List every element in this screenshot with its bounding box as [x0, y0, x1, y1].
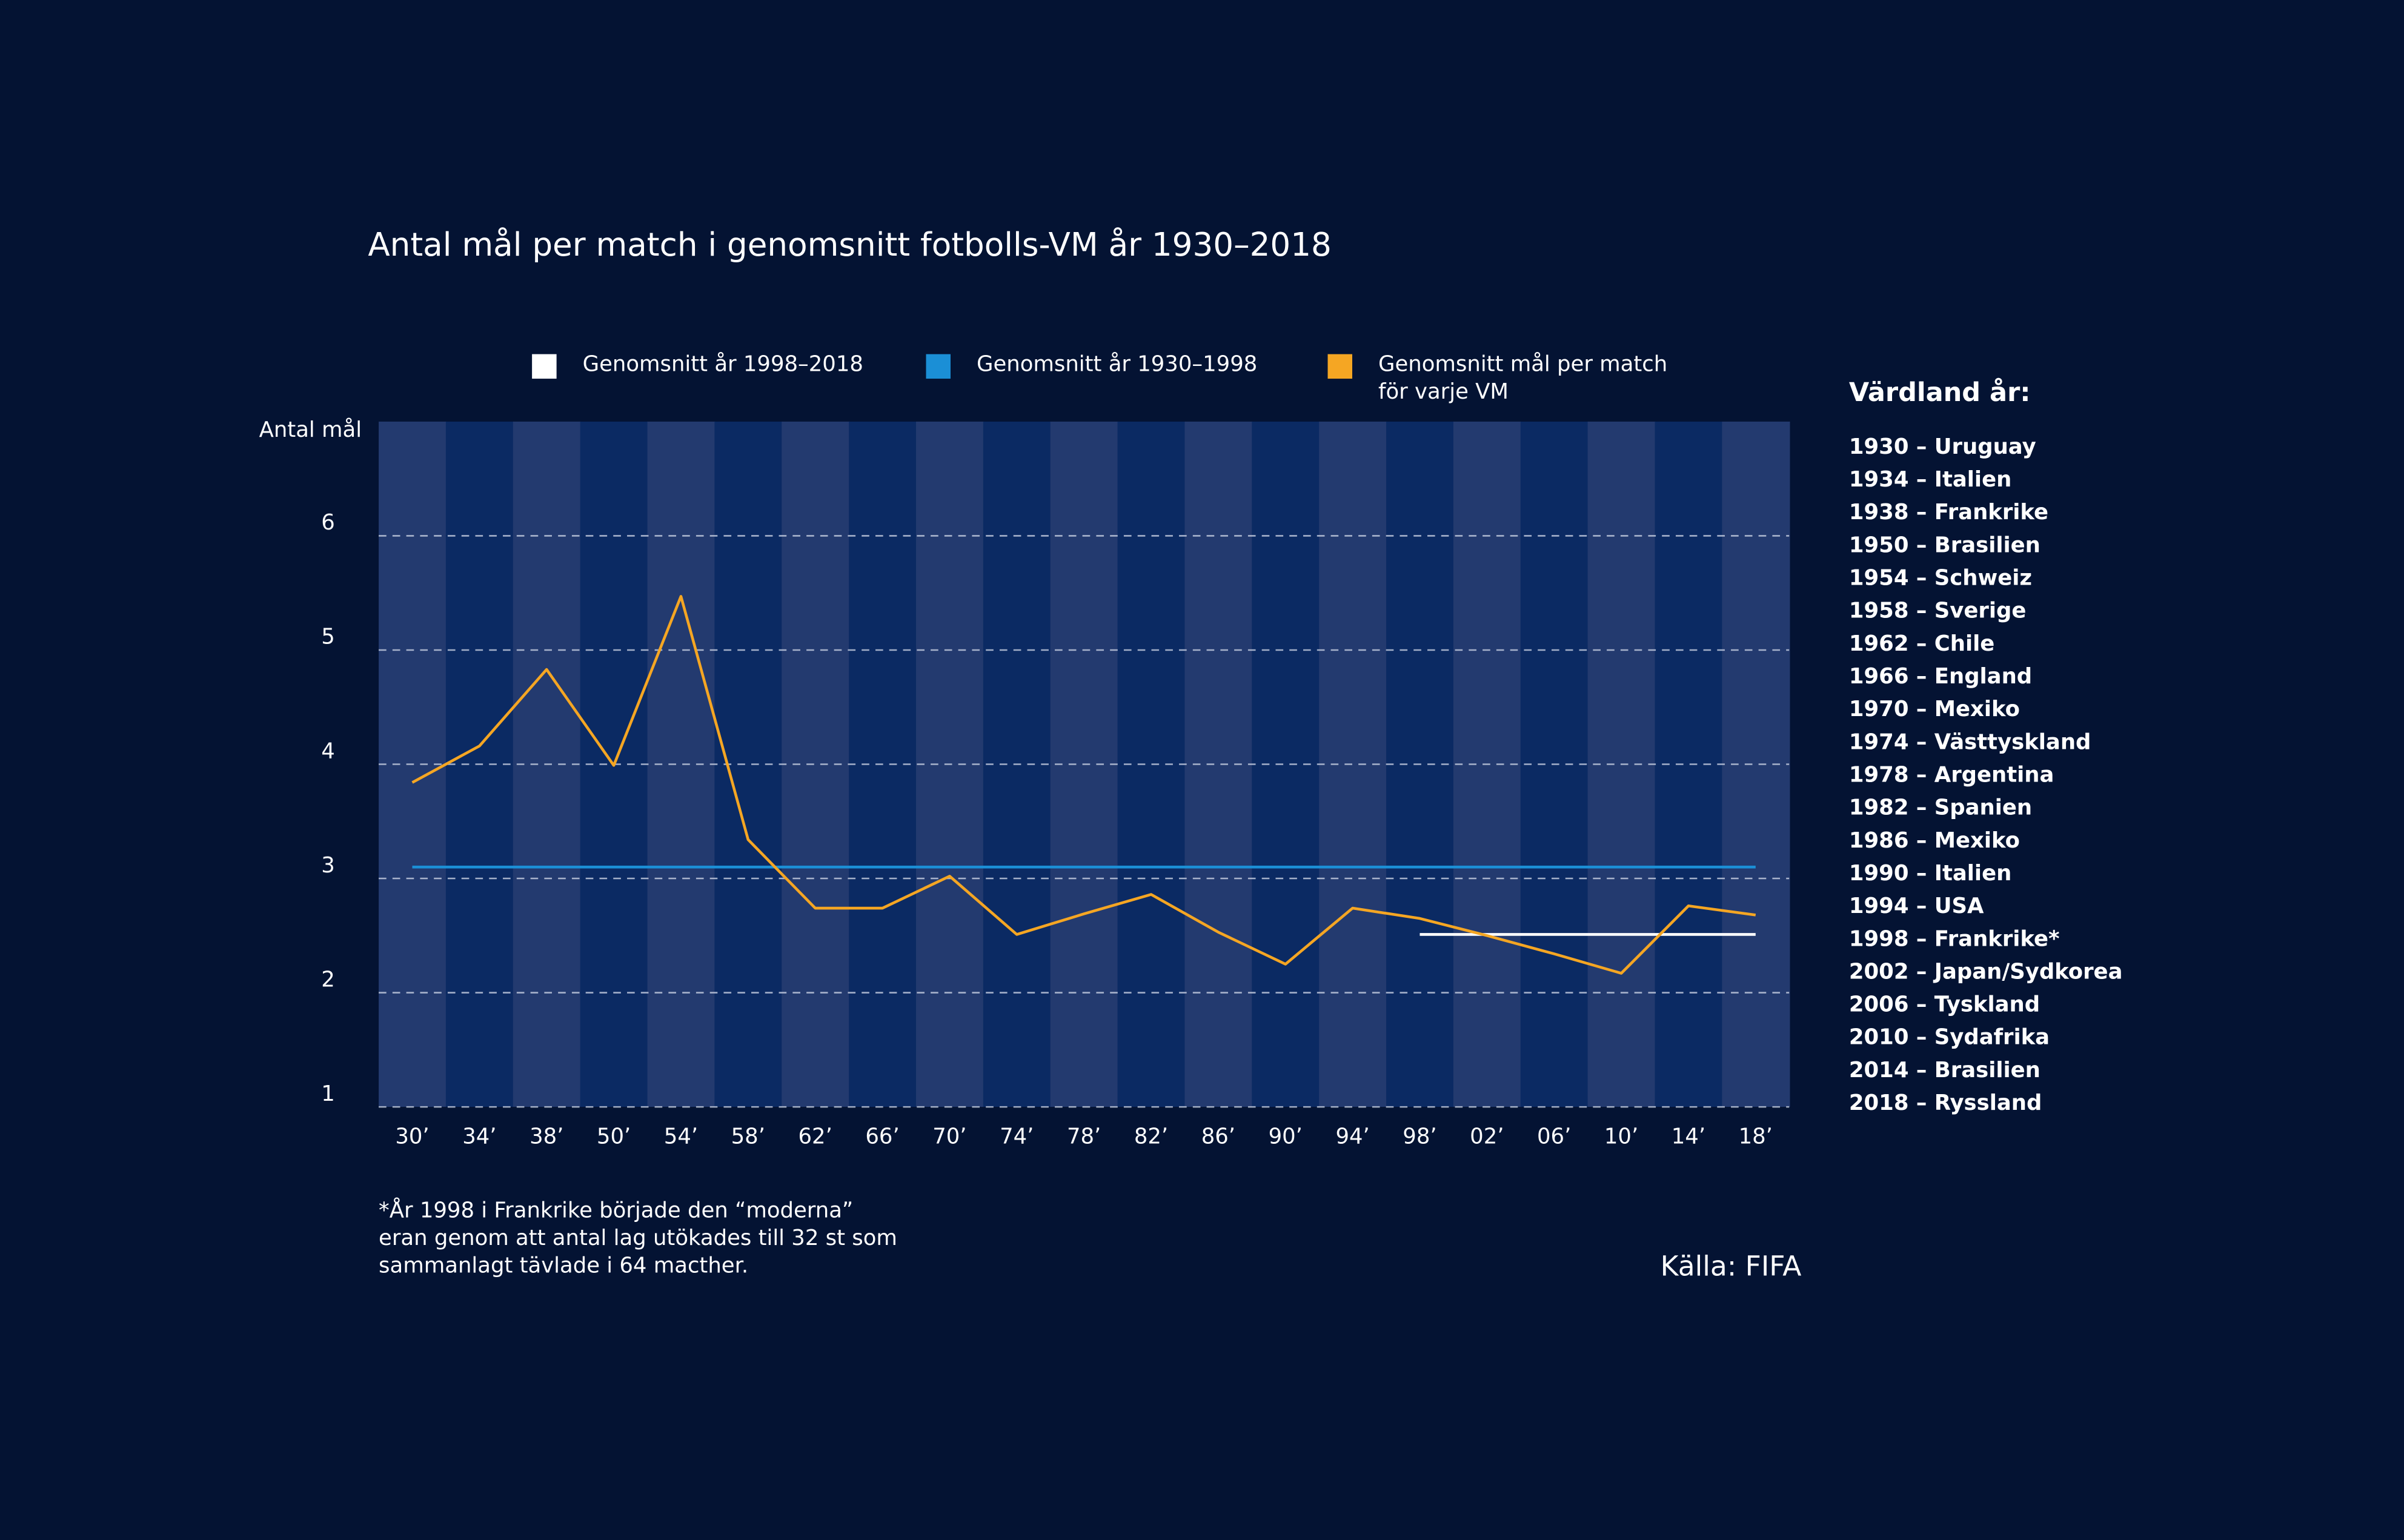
x-tick-label: 50’: [597, 1124, 631, 1149]
host-entry: 1934 – Italien: [1849, 467, 2011, 492]
x-tick-label: 86’: [1201, 1124, 1235, 1149]
legend-label: Genomsnitt år 1930–1998: [977, 353, 1258, 377]
host-entry: 1990 – Italien: [1849, 861, 2011, 886]
chart-title: Antal mål per match i genomsnitt fotboll…: [368, 226, 1331, 264]
source: Källa: FIFA: [1661, 1250, 1802, 1282]
host-entry: 1986 – Mexiko: [1849, 828, 2020, 853]
host-entry: 1958 – Sverige: [1849, 599, 2026, 623]
y-tick-label: 5: [321, 625, 335, 649]
x-tick-label: 78’: [1067, 1124, 1101, 1149]
x-tick-label: 66’: [865, 1124, 899, 1149]
host-entry: 2018 – Ryssland: [1849, 1090, 2042, 1115]
legend-label-box: Genomsnitt år 1998–2018: [582, 353, 863, 377]
legend-label-box: Genomsnitt år 1930–1998: [977, 353, 1258, 377]
legend-label: Genomsnitt mål per match för varje VM: [1378, 353, 1668, 405]
host-entry: 2014 – Brasilien: [1849, 1058, 2040, 1083]
x-tick-label: 10’: [1604, 1124, 1638, 1149]
x-tick-label: 90’: [1269, 1124, 1303, 1149]
x-tick-label: 06’: [1537, 1124, 1571, 1149]
host-entry: 1994 – USA: [1849, 894, 1984, 918]
x-tick-label: 38’: [530, 1124, 563, 1149]
x-tick-label: 58’: [731, 1124, 765, 1149]
note-box: *År 1998 i Frankrike började den “modern…: [379, 1198, 897, 1279]
legend-label: Genomsnitt år 1998–2018: [582, 353, 863, 377]
note: *År 1998 i Frankrike började den “modern…: [379, 1198, 897, 1279]
host-entry: 2006 – Tyskland: [1849, 992, 2040, 1017]
y-tick-label: 3: [321, 853, 335, 878]
host-entry: 1998 – Frankrike*: [1849, 926, 2060, 951]
x-tick-label: 34’: [462, 1124, 496, 1149]
series-line: [411, 595, 1756, 975]
x-tick-label: 82’: [1134, 1124, 1168, 1149]
legend-label-box: Genomsnitt mål per match för varje VM: [1378, 353, 1668, 405]
x-tick-label: 54’: [664, 1124, 698, 1149]
host-entry: 2002 – Japan/Sydkorea: [1849, 959, 2123, 984]
host-entry: 1966 – England: [1849, 664, 2032, 689]
host-entry: 2010 – Sydafrika: [1849, 1025, 2050, 1050]
y-tick-label: 2: [321, 967, 335, 992]
x-tick-label: 18’: [1739, 1124, 1773, 1149]
legend-swatch: [926, 354, 951, 379]
host-entry: 1938 – Frankrike: [1849, 500, 2048, 525]
host-entry: 1954 – Schweiz: [1849, 566, 2032, 591]
x-tick-label: 14’: [1672, 1124, 1705, 1149]
x-tick-label: 70’: [932, 1124, 966, 1149]
host-entry: 1978 – Argentina: [1849, 762, 2054, 787]
y-tick-label: 6: [321, 510, 335, 535]
y-tick-label: 4: [321, 738, 335, 763]
host-entry: 1930 – Uruguay: [1849, 434, 2036, 459]
y-tick-label: 1: [321, 1081, 335, 1106]
legend-swatch: [1327, 354, 1352, 379]
host-entry: 1982 – Spanien: [1849, 795, 2032, 820]
host-entry: 1974 – Västtyskland: [1849, 729, 2091, 754]
x-tick-label: 62’: [799, 1124, 832, 1149]
x-tick-label: 30’: [395, 1124, 429, 1149]
host-entry: 1970 – Mexiko: [1849, 697, 2020, 722]
x-tick-label: 98’: [1403, 1124, 1436, 1149]
host-entry: 1950 – Brasilien: [1849, 533, 2040, 557]
x-tick-label: 02’: [1470, 1124, 1504, 1149]
x-tick-label: 74’: [1000, 1124, 1034, 1149]
host-entry: 1962 – Chile: [1849, 631, 1994, 656]
legend-swatch: [532, 354, 557, 379]
x-tick-label: 94’: [1335, 1124, 1369, 1149]
hosts-title: Värdland år:: [1849, 377, 2031, 408]
y-axis-label: Antal mål: [259, 417, 362, 442]
